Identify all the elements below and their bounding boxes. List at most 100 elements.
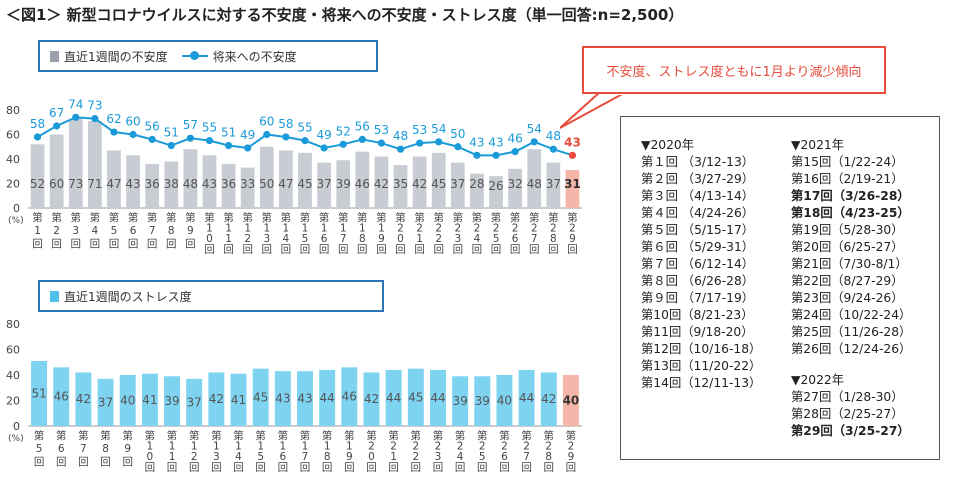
line-point xyxy=(186,134,194,142)
schedule-row: 第８回 （6/26-28） xyxy=(641,274,755,288)
y-tick-label: 0 xyxy=(13,420,20,433)
bar xyxy=(470,173,484,208)
line-point xyxy=(110,128,118,136)
line-point xyxy=(416,139,424,147)
y-tick-label: 40 xyxy=(6,153,20,166)
schedule-row: 第18回（4/23-25） xyxy=(791,206,910,220)
bar-value-label: 39 xyxy=(475,394,490,408)
line-value-label: 62 xyxy=(106,112,121,126)
line-value-label: 56 xyxy=(355,119,370,133)
legend-swatch-blue xyxy=(50,290,59,302)
bar xyxy=(186,378,203,426)
bar-value-label: 47 xyxy=(106,177,121,191)
bar xyxy=(355,151,370,208)
line-point xyxy=(511,148,519,156)
line-value-label: 73 xyxy=(87,99,102,113)
schedule-row: 第21回（7/30-8/1） xyxy=(791,257,908,271)
bar xyxy=(518,369,535,426)
line-point xyxy=(224,141,233,150)
bar-value-label: 44 xyxy=(386,391,401,405)
bar xyxy=(230,373,247,426)
bar-value-label: 43 xyxy=(297,392,312,406)
bar-value-label: 71 xyxy=(87,177,102,191)
bar xyxy=(429,369,446,426)
bar xyxy=(562,375,579,426)
bar xyxy=(279,150,293,208)
bar xyxy=(317,162,331,208)
y-tick-label: 80 xyxy=(6,104,20,117)
line-value-label: 43 xyxy=(564,135,581,149)
bar-value-label: 36 xyxy=(145,177,160,191)
legend-swatch-gray xyxy=(50,50,59,62)
bar-value-label: 48 xyxy=(183,177,198,191)
page-title: ＜図1＞ 新型コロナウイルスに対する不安度・将来への不安度・ストレス度（単一回答… xyxy=(6,6,684,24)
bar-value-label: 40 xyxy=(497,394,512,408)
schedule-row: 第２回 （3/27-29） xyxy=(641,172,755,186)
line-value-label: 74 xyxy=(68,97,83,111)
bar-value-label: 42 xyxy=(364,392,379,406)
bar xyxy=(164,161,179,208)
line-point xyxy=(396,145,405,153)
line-point xyxy=(53,122,61,130)
line-value-label: 55 xyxy=(297,121,312,135)
line-value-label: 51 xyxy=(164,126,179,140)
schedule-row: 第15回（1/22-24） xyxy=(791,155,904,169)
bar-value-label: 41 xyxy=(231,393,246,407)
bar xyxy=(49,134,64,208)
line-point xyxy=(339,140,347,148)
line-value-label: 51 xyxy=(221,126,236,140)
bar-value-label: 44 xyxy=(430,391,445,405)
bar xyxy=(31,360,48,426)
line-point xyxy=(473,151,481,159)
schedule-row: 第４回 （4/24-26） xyxy=(641,206,755,220)
bar xyxy=(297,371,313,426)
y-unit-label: (%) xyxy=(8,216,24,226)
bar-value-label: 37 xyxy=(450,177,465,191)
bar xyxy=(363,372,380,426)
bar xyxy=(298,152,312,208)
bar-value-label: 44 xyxy=(519,391,534,405)
bar-value-label: 42 xyxy=(374,177,389,191)
legend-label-stress: 直近1週間のストレス度 xyxy=(64,289,192,304)
y-tick-label: 40 xyxy=(6,369,20,382)
bar-value-label: 42 xyxy=(412,177,427,191)
bar xyxy=(75,372,92,426)
bar xyxy=(474,376,491,426)
schedule-row: 第10回（8/21-23） xyxy=(641,308,754,322)
bar-value-label: 43 xyxy=(125,177,140,191)
bar xyxy=(274,371,291,426)
schedule-row: 第27回（1/28-30） xyxy=(791,390,904,404)
line-point xyxy=(377,139,386,147)
bar-value-label: 45 xyxy=(297,177,312,191)
bar xyxy=(252,368,269,426)
bar-value-label: 48 xyxy=(527,177,542,191)
line-point xyxy=(205,137,214,145)
bar xyxy=(496,375,513,426)
bar xyxy=(107,150,121,208)
y-tick-label: 20 xyxy=(6,395,20,408)
bar-value-label: 43 xyxy=(202,177,217,191)
bar-value-label: 41 xyxy=(142,393,157,407)
